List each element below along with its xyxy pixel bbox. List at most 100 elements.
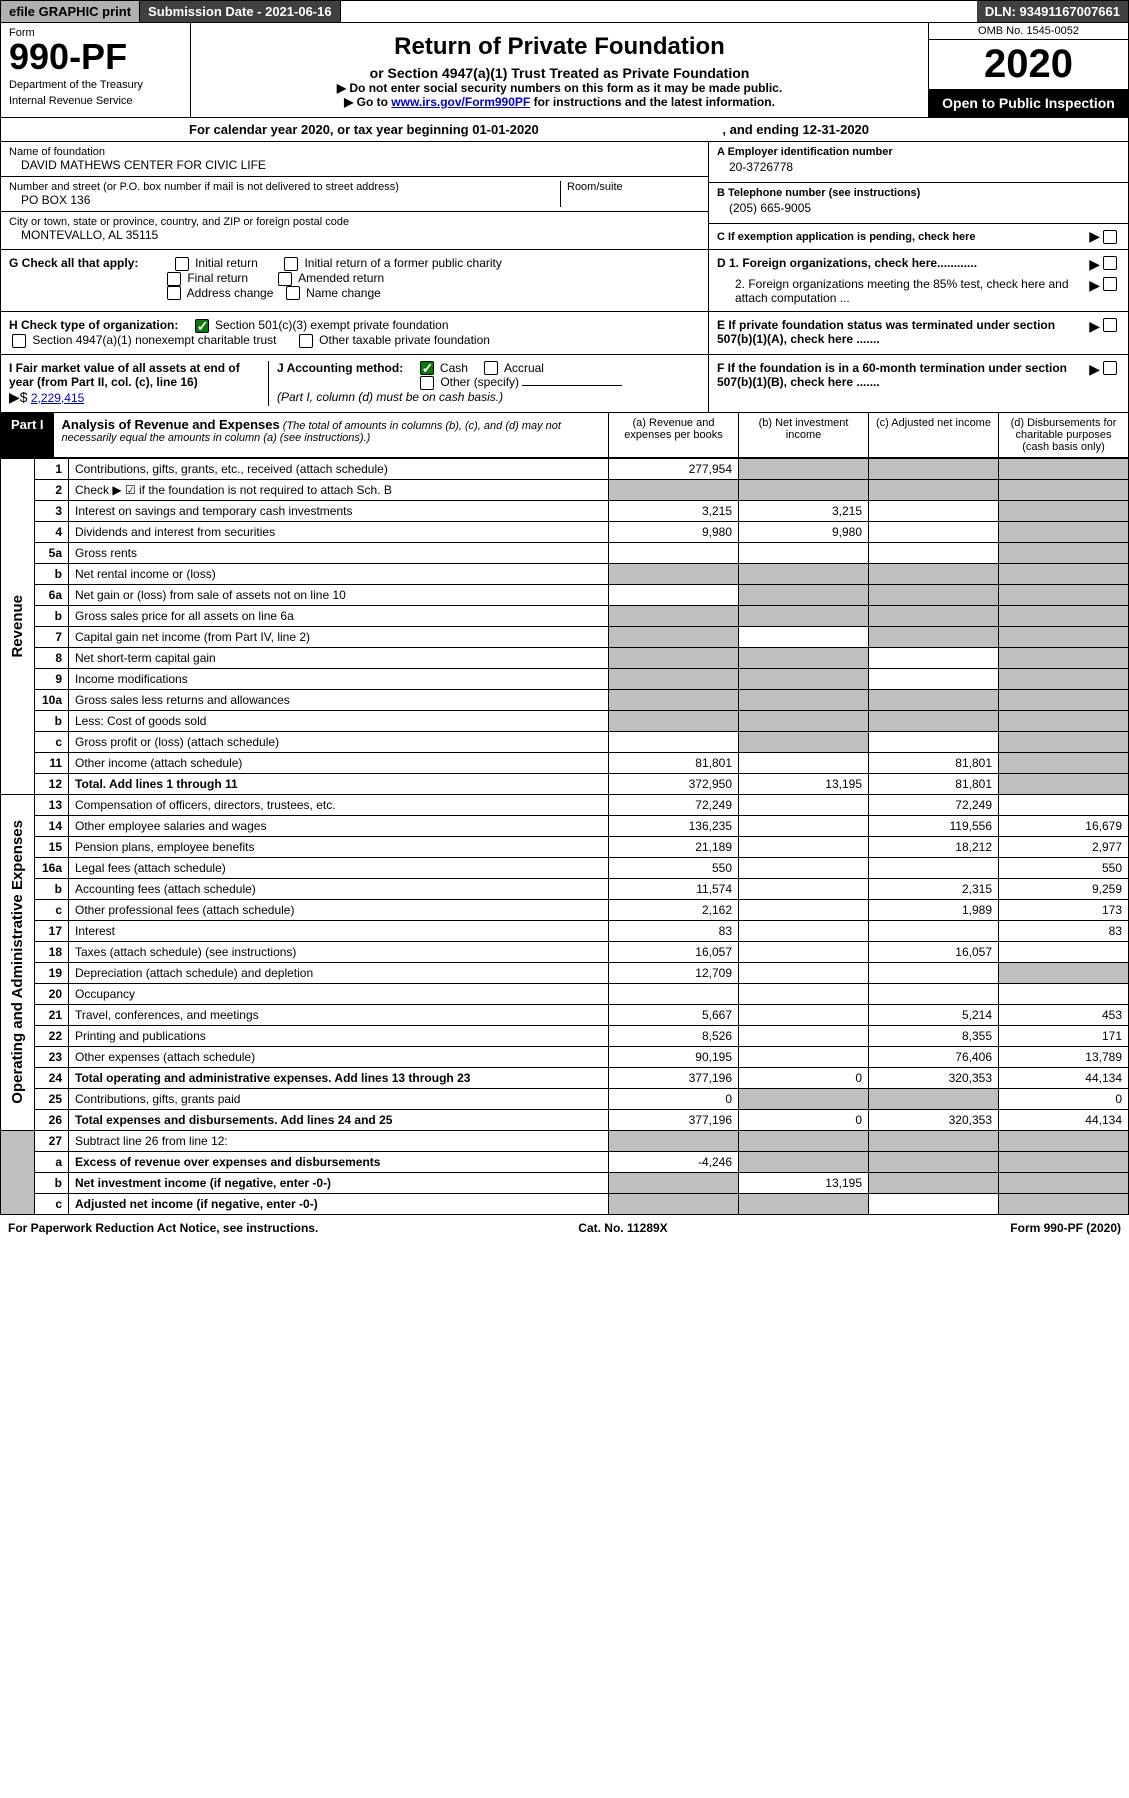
- 501c3-checkbox[interactable]: [195, 319, 209, 333]
- col-a-value: 550: [609, 857, 739, 878]
- exemption-checkbox[interactable]: [1103, 230, 1117, 244]
- col-d-value: 2,977: [999, 836, 1129, 857]
- other-method-checkbox[interactable]: [420, 376, 434, 390]
- final-return-checkbox[interactable]: [167, 272, 181, 286]
- col-d-value: 9,259: [999, 878, 1129, 899]
- line-label: Total. Add lines 1 through 11: [69, 773, 609, 794]
- col-a-value: 372,950: [609, 773, 739, 794]
- f-label: F If the foundation is in a 60-month ter…: [717, 361, 1089, 389]
- header-center: Return of Private Foundation or Section …: [191, 23, 928, 117]
- fmv-value[interactable]: 2,229,415: [31, 391, 84, 405]
- col-d-value: 44,134: [999, 1067, 1129, 1088]
- col-d-head: (d) Disbursements for charitable purpose…: [998, 413, 1128, 457]
- line-number: 16a: [35, 857, 69, 878]
- efile-print-button[interactable]: efile GRAPHIC print: [1, 1, 140, 22]
- d1-checkbox[interactable]: [1103, 256, 1117, 270]
- col-d-value: [999, 1130, 1129, 1151]
- addr-change-checkbox[interactable]: [167, 286, 181, 300]
- line-label: Total operating and administrative expen…: [69, 1067, 609, 1088]
- initial-return-checkbox[interactable]: [175, 257, 189, 271]
- name-change-checkbox[interactable]: [286, 286, 300, 300]
- table-row: 7Capital gain net income (from Part IV, …: [1, 626, 1129, 647]
- line-label: Pension plans, employee benefits: [69, 836, 609, 857]
- table-row: bNet rental income or (loss): [1, 563, 1129, 584]
- ein-cell: A Employer identification number 20-3726…: [709, 142, 1128, 183]
- col-a-value: [609, 731, 739, 752]
- table-row: cAdjusted net income (if negative, enter…: [1, 1193, 1129, 1214]
- col-a-value: 16,057: [609, 941, 739, 962]
- other-taxable-checkbox[interactable]: [299, 334, 313, 348]
- arrow-icon: ▶: [1089, 318, 1100, 346]
- arrow-icon: ▶: [1089, 256, 1100, 273]
- col-c-value: [869, 962, 999, 983]
- col-c-value: [869, 1172, 999, 1193]
- accrual-checkbox[interactable]: [484, 361, 498, 375]
- col-b-value: 13,195: [739, 773, 869, 794]
- cal-end: , and ending 12-31-2020: [722, 122, 869, 137]
- line-label: Interest: [69, 920, 609, 941]
- table-row: 15Pension plans, employee benefits21,189…: [1, 836, 1129, 857]
- initial-former-checkbox[interactable]: [284, 257, 298, 271]
- table-row: 27Subtract line 26 from line 12:: [1, 1130, 1129, 1151]
- col-c-value: [869, 668, 999, 689]
- e-checkbox[interactable]: [1103, 318, 1117, 332]
- table-row: 2Check ▶ ☑ if the foundation is not requ…: [1, 479, 1129, 500]
- col-b-value: [739, 794, 869, 815]
- line-number: a: [35, 1151, 69, 1172]
- col-a-value: 8,526: [609, 1025, 739, 1046]
- 4947-checkbox[interactable]: [12, 334, 26, 348]
- section-side-label: Operating and Administrative Expenses: [1, 794, 35, 1130]
- col-a-value: 81,801: [609, 752, 739, 773]
- line-number: 11: [35, 752, 69, 773]
- col-b-value: [739, 962, 869, 983]
- line-label: Interest on savings and temporary cash i…: [69, 500, 609, 521]
- table-row: 16aLegal fees (attach schedule)550550: [1, 857, 1129, 878]
- initial-return-label: Initial return: [195, 256, 258, 270]
- irs-link[interactable]: www.irs.gov/Form990PF: [391, 95, 530, 109]
- line-number: c: [35, 899, 69, 920]
- i-label: I Fair market value of all assets at end…: [9, 361, 240, 389]
- room-label: Room/suite: [560, 181, 700, 207]
- line-number: 2: [35, 479, 69, 500]
- col-d-value: [999, 542, 1129, 563]
- arrow-icon: ▶: [1089, 361, 1100, 389]
- col-a-value: [609, 1130, 739, 1151]
- line-number: 23: [35, 1046, 69, 1067]
- col-a-value: [609, 605, 739, 626]
- line-label: Other employee salaries and wages: [69, 815, 609, 836]
- dept-irs: Internal Revenue Service: [9, 95, 182, 107]
- col-c-value: [869, 626, 999, 647]
- col-b-value: [739, 458, 869, 479]
- line-label: Check ▶ ☑ if the foundation is not requi…: [69, 479, 609, 500]
- line-label: Less: Cost of goods sold: [69, 710, 609, 731]
- cash-checkbox[interactable]: [420, 361, 434, 375]
- line-label: Capital gain net income (from Part IV, l…: [69, 626, 609, 647]
- line-number: b: [35, 710, 69, 731]
- col-d-value: 171: [999, 1025, 1129, 1046]
- amended-checkbox[interactable]: [278, 272, 292, 286]
- col-a-value: 377,196: [609, 1067, 739, 1088]
- col-c-value: 18,212: [869, 836, 999, 857]
- d1-label: D 1. Foreign organizations, check here..…: [717, 256, 1089, 273]
- address-cell: Number and street (or P.O. box number if…: [1, 177, 708, 212]
- line-label: Subtract line 26 from line 12:: [69, 1130, 609, 1151]
- col-b-head: (b) Net investment income: [738, 413, 868, 457]
- city-value: MONTEVALLO, AL 35115: [9, 228, 700, 242]
- col-b-value: [739, 626, 869, 647]
- col-b-value: [739, 731, 869, 752]
- col-a-value: [609, 542, 739, 563]
- table-row: 3Interest on savings and temporary cash …: [1, 500, 1129, 521]
- line-label: Accounting fees (attach schedule): [69, 878, 609, 899]
- line-number: 12: [35, 773, 69, 794]
- phone-label: B Telephone number (see instructions): [717, 187, 920, 199]
- line-label: Gross sales less returns and allowances: [69, 689, 609, 710]
- f-checkbox[interactable]: [1103, 361, 1117, 375]
- d2-checkbox[interactable]: [1103, 277, 1117, 291]
- table-row: Operating and Administrative Expenses13C…: [1, 794, 1129, 815]
- part1-table: Revenue1Contributions, gifts, grants, et…: [0, 458, 1129, 1215]
- exemption-cell: C If exemption application is pending, c…: [709, 224, 1128, 249]
- arrow-icon: ▶: [1089, 228, 1100, 245]
- line-label: Occupancy: [69, 983, 609, 1004]
- col-c-value: 16,057: [869, 941, 999, 962]
- col-a-value: 90,195: [609, 1046, 739, 1067]
